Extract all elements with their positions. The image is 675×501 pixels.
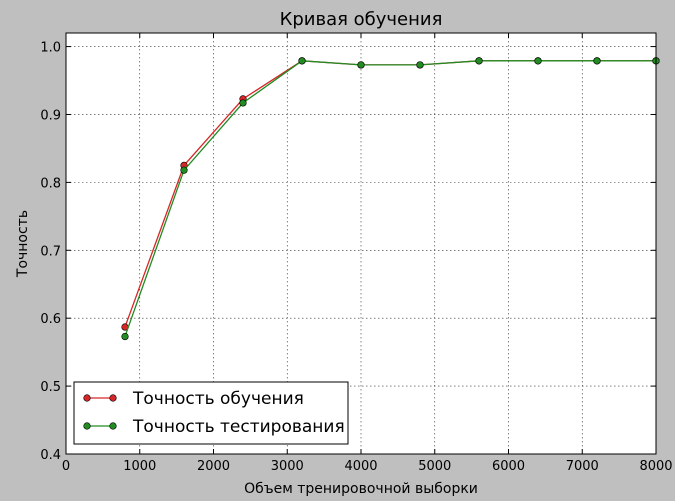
data-point bbox=[180, 166, 188, 174]
data-point bbox=[239, 99, 247, 107]
series-2 bbox=[121, 57, 660, 341]
x-tick-label: 8000 bbox=[639, 459, 672, 474]
x-tick-label: 6000 bbox=[492, 459, 525, 474]
data-point bbox=[593, 57, 601, 65]
chart-title: Кривая обучения bbox=[280, 9, 443, 30]
x-axis-label: Объем тренировочной выборки bbox=[244, 481, 478, 497]
x-tick-label: 0 bbox=[62, 459, 70, 474]
y-tick-label: 1.0 bbox=[40, 41, 61, 56]
x-tick-label: 1000 bbox=[123, 459, 156, 474]
legend-marker bbox=[83, 394, 91, 402]
x-tick-label: 4000 bbox=[344, 459, 377, 474]
legend-marker bbox=[109, 394, 117, 402]
y-tick-label: 0.6 bbox=[40, 312, 61, 327]
series-line bbox=[124, 60, 656, 337]
x-tick-label: 2000 bbox=[197, 459, 230, 474]
y-tick-label: 0.8 bbox=[40, 176, 61, 191]
y-tick-label: 0.7 bbox=[40, 244, 61, 259]
legend-label: Точность обучения bbox=[132, 389, 304, 409]
legend: Точность обучения Точность тестирования bbox=[73, 381, 349, 445]
legend-marker bbox=[109, 422, 117, 430]
data-point bbox=[121, 332, 129, 341]
legend-label: Точность тестирования bbox=[132, 417, 345, 437]
y-tick-label: 0.9 bbox=[40, 108, 61, 123]
data-point bbox=[416, 61, 424, 69]
x-tick-label: 3000 bbox=[271, 459, 304, 474]
data-point bbox=[475, 57, 483, 65]
series-layer bbox=[121, 57, 660, 341]
x-tick-label: 7000 bbox=[566, 459, 599, 474]
y-tick-label: 0.4 bbox=[40, 448, 61, 463]
x-tick-label: 5000 bbox=[418, 459, 451, 474]
data-point bbox=[298, 57, 306, 65]
y-axis-label: Точность bbox=[15, 210, 31, 278]
y-tick-label: 0.5 bbox=[40, 380, 61, 395]
data-point bbox=[534, 57, 542, 65]
legend-marker bbox=[83, 422, 91, 430]
legend-item-2: Точность тестирования bbox=[83, 417, 345, 437]
legend-item-1: Точность обучения bbox=[83, 389, 304, 409]
axis-ticks: 0 1000 2000 3000 4000 5000 6000 7000 8000 0.4 0.5 0… bbox=[40, 33, 673, 474]
data-point bbox=[357, 61, 365, 69]
legend-box bbox=[73, 381, 349, 445]
